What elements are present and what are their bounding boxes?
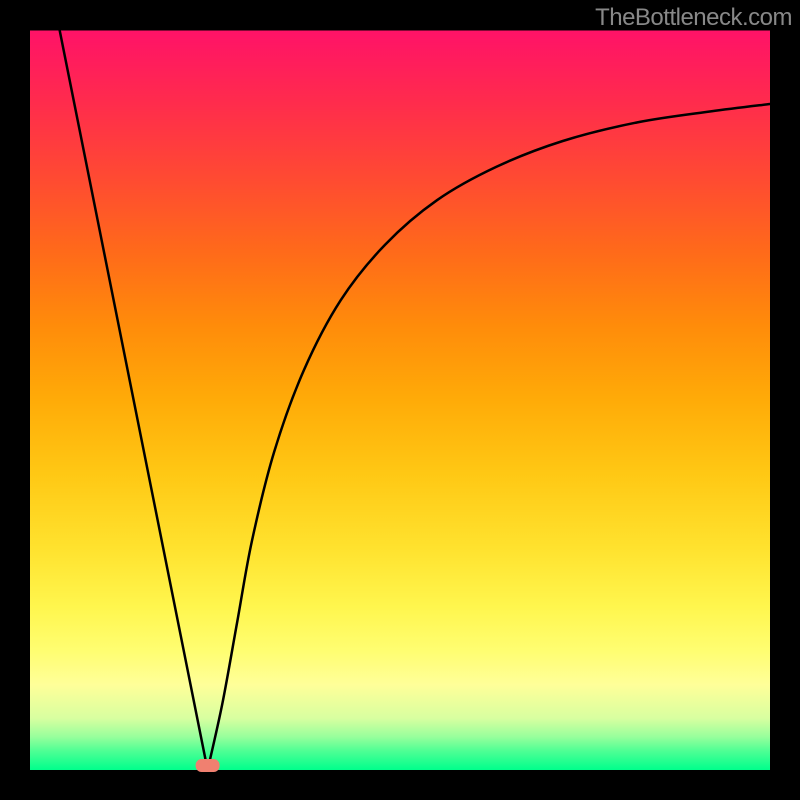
plot-background	[30, 30, 770, 770]
vertex-marker	[196, 759, 220, 772]
bottleneck-chart	[0, 0, 800, 800]
watermark-text: TheBottleneck.com	[595, 4, 792, 32]
chart-container: TheBottleneck.com	[0, 0, 800, 800]
